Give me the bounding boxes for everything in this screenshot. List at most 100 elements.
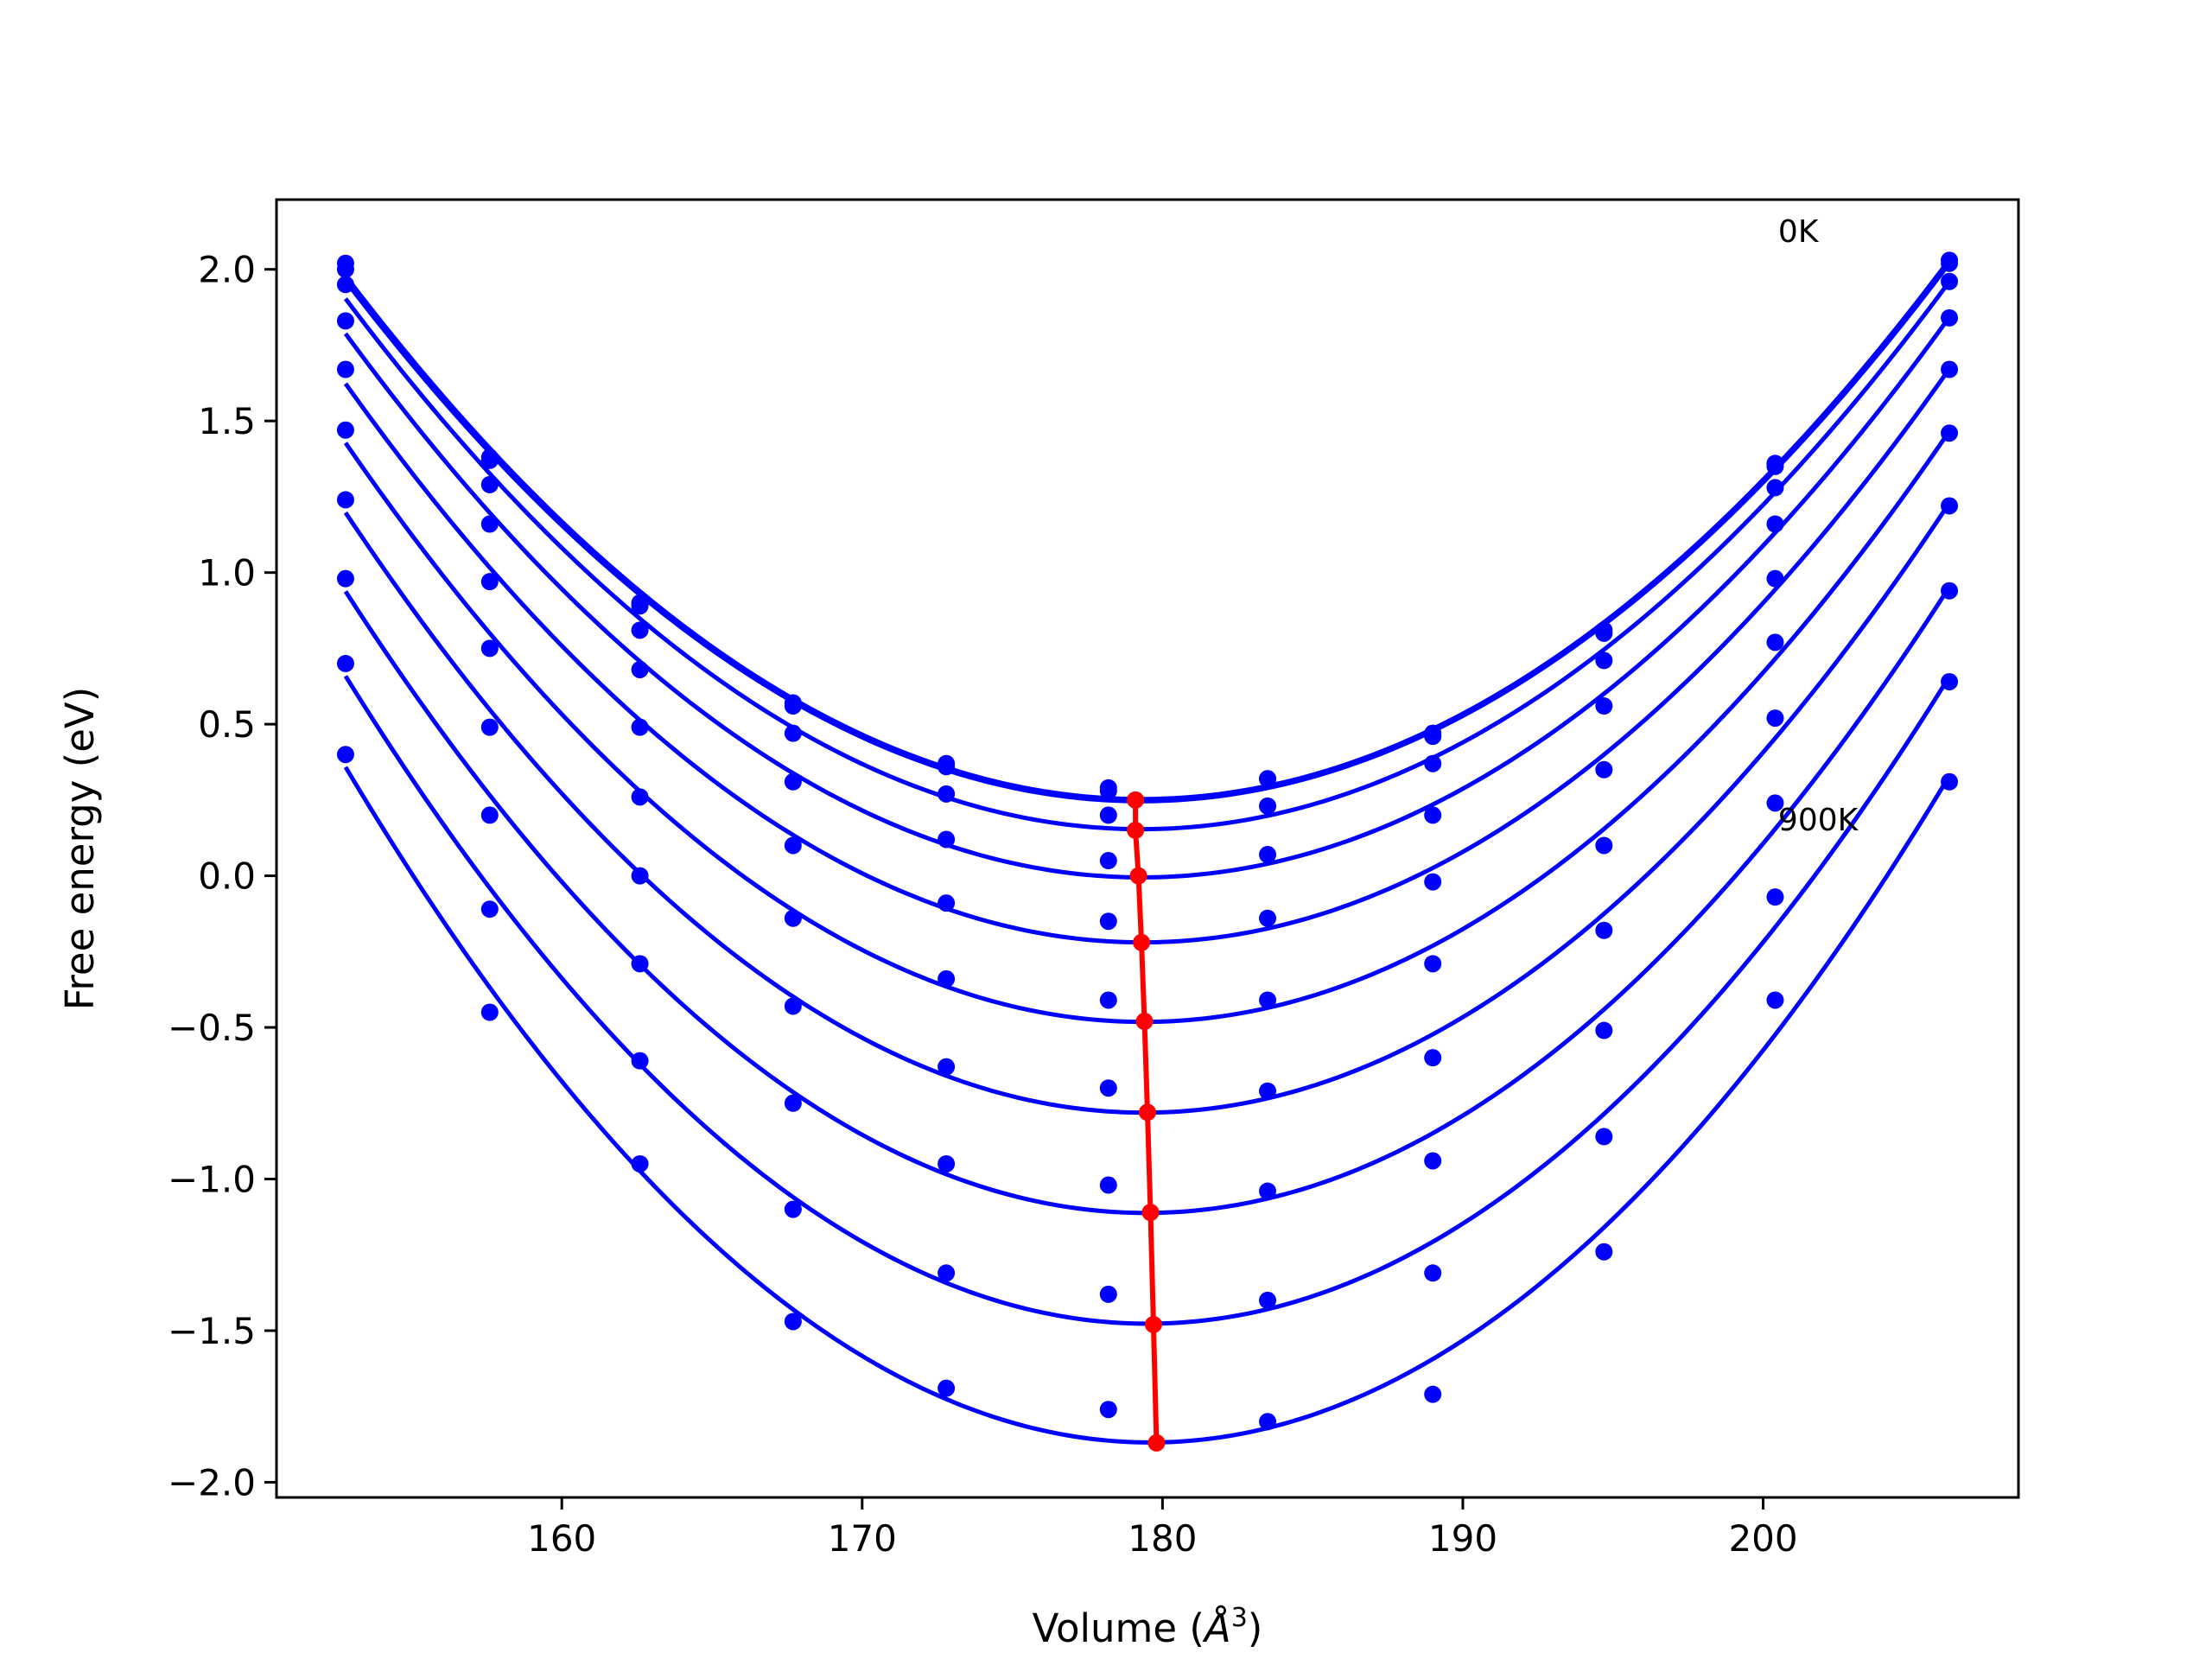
data-point bbox=[938, 1154, 956, 1173]
data-point bbox=[631, 718, 649, 736]
data-point bbox=[1259, 1182, 1277, 1200]
plot-area bbox=[336, 251, 1959, 1452]
x-tick-label: 200 bbox=[1728, 1517, 1797, 1560]
data-point bbox=[784, 1200, 802, 1218]
data-point bbox=[1424, 728, 1442, 746]
data-point bbox=[1941, 360, 1959, 378]
data-point bbox=[1766, 888, 1784, 906]
data-point bbox=[938, 894, 956, 912]
data-point bbox=[938, 785, 956, 803]
data-point bbox=[1595, 921, 1613, 939]
data-point bbox=[480, 573, 499, 591]
data-point bbox=[1099, 852, 1117, 870]
data-point bbox=[1941, 582, 1959, 600]
data-point bbox=[480, 639, 499, 658]
data-point bbox=[1941, 424, 1959, 442]
equilibrium-point bbox=[1127, 821, 1145, 839]
data-point bbox=[938, 830, 956, 849]
data-point bbox=[1941, 497, 1959, 515]
temperature-annotation: 900K bbox=[1778, 803, 1859, 838]
data-point bbox=[631, 955, 649, 973]
data-point bbox=[784, 909, 802, 927]
data-point bbox=[631, 660, 649, 678]
data-point bbox=[1424, 754, 1442, 772]
data-point bbox=[1099, 1285, 1117, 1303]
fit-curve-1 bbox=[343, 262, 1952, 804]
data-point bbox=[938, 1379, 956, 1397]
equilibrium-point bbox=[1139, 1103, 1156, 1122]
data-point bbox=[336, 360, 354, 378]
x-tick-label: 190 bbox=[1428, 1517, 1497, 1560]
data-point bbox=[1941, 272, 1959, 290]
data-point bbox=[1259, 797, 1277, 815]
data-point bbox=[1259, 770, 1277, 788]
data-point bbox=[631, 621, 649, 639]
data-point bbox=[1259, 991, 1277, 1009]
data-point bbox=[938, 758, 956, 776]
y-tick-label: 1.5 bbox=[198, 400, 256, 442]
equilibrium-point bbox=[1133, 933, 1151, 951]
x-tick-label: 160 bbox=[527, 1517, 596, 1560]
data-point bbox=[938, 969, 956, 988]
data-point bbox=[1766, 991, 1784, 1009]
data-point bbox=[1424, 1049, 1442, 1067]
y-tick-label: 0.0 bbox=[198, 855, 256, 898]
equilibrium-point bbox=[1141, 1204, 1160, 1222]
y-tick-label: −2.0 bbox=[168, 1461, 256, 1503]
y-tick-label: 1.0 bbox=[198, 552, 256, 594]
data-point bbox=[1259, 1082, 1277, 1100]
data-point bbox=[1099, 782, 1117, 800]
data-point bbox=[1424, 873, 1442, 891]
data-point bbox=[1099, 806, 1117, 824]
fit-curve-2 bbox=[343, 280, 1952, 832]
data-point bbox=[784, 772, 802, 791]
data-point bbox=[1424, 806, 1442, 824]
temperature-annotation: 0K bbox=[1778, 214, 1820, 250]
fit-curve-9 bbox=[343, 766, 1952, 1445]
axes-frame bbox=[275, 198, 2020, 1499]
data-point bbox=[631, 1052, 649, 1070]
y-axis-label: Free energy (eV) bbox=[57, 687, 103, 1010]
x-tick-label: 180 bbox=[1128, 1517, 1197, 1560]
data-point bbox=[1766, 479, 1784, 497]
data-point bbox=[1766, 709, 1784, 728]
y-tick-label: −0.5 bbox=[168, 1007, 256, 1049]
data-point bbox=[336, 746, 354, 764]
data-point bbox=[1259, 846, 1277, 864]
data-point bbox=[1595, 836, 1613, 855]
annotations: 0K 900K bbox=[1778, 214, 1859, 838]
equilibrium-point bbox=[1135, 1013, 1154, 1031]
data-point bbox=[1941, 308, 1959, 327]
data-point bbox=[480, 451, 499, 469]
data-point bbox=[336, 654, 354, 672]
data-point bbox=[784, 1094, 802, 1112]
data-point bbox=[480, 900, 499, 918]
data-point bbox=[1595, 1243, 1613, 1261]
data-point bbox=[1099, 912, 1117, 931]
y-tick-label: −1.0 bbox=[168, 1159, 256, 1201]
data-point bbox=[480, 515, 499, 533]
data-point bbox=[1424, 1152, 1442, 1170]
data-point bbox=[1766, 457, 1784, 475]
data-point bbox=[1099, 991, 1117, 1009]
data-point bbox=[1941, 772, 1959, 791]
data-point bbox=[336, 276, 354, 294]
data-point bbox=[1424, 1385, 1442, 1403]
data-point bbox=[631, 1154, 649, 1173]
data-point bbox=[1766, 569, 1784, 588]
data-point bbox=[631, 788, 649, 806]
data-point bbox=[480, 1003, 499, 1021]
data-point bbox=[1099, 1079, 1117, 1097]
data-point bbox=[784, 836, 802, 855]
data-point bbox=[1424, 1264, 1442, 1282]
data-point bbox=[480, 718, 499, 736]
data-point bbox=[1595, 760, 1613, 779]
data-point bbox=[336, 491, 354, 509]
data-point bbox=[631, 597, 649, 615]
data-point bbox=[1259, 909, 1277, 927]
data-point bbox=[784, 724, 802, 742]
data-point bbox=[1941, 254, 1959, 272]
axis-ticks: 160 170 180 190 200 2.0 1.5 1.0 0.5 0.0 −0.5 −1.0 −1… bbox=[168, 249, 1798, 1560]
data-point bbox=[1766, 633, 1784, 652]
